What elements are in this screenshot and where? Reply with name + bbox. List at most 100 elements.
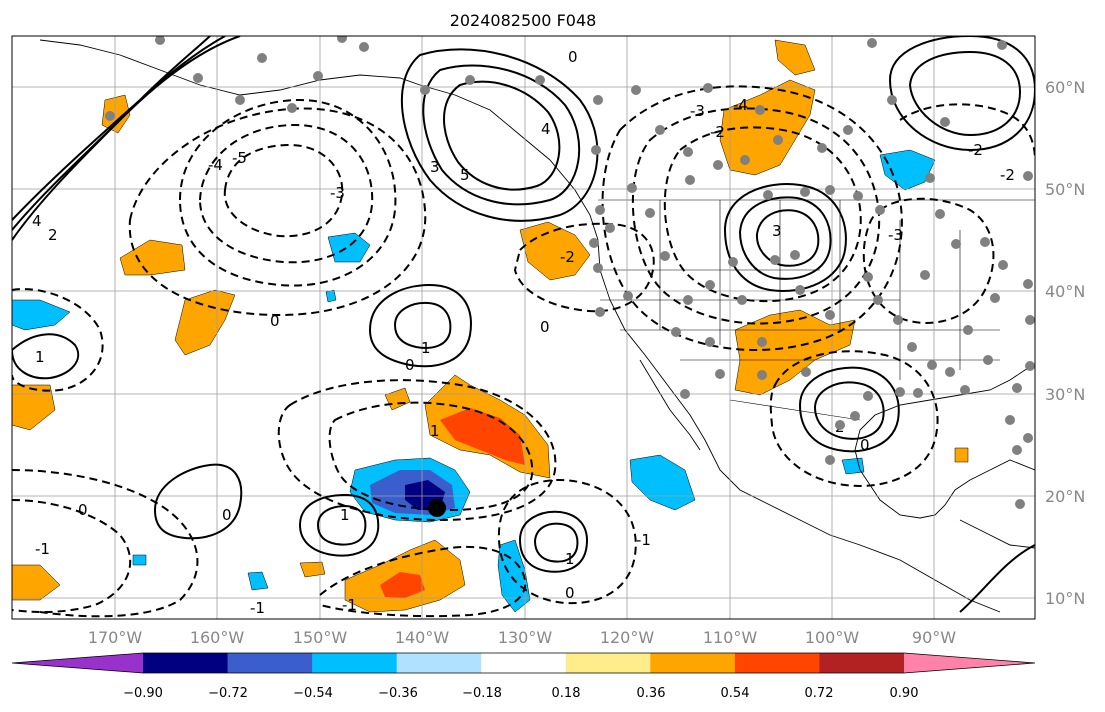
negative-anomaly-region <box>497 539 531 613</box>
contour-label: -3 <box>888 226 903 244</box>
contour-label: 1 <box>35 348 45 366</box>
contour-label: -3 <box>690 102 705 120</box>
contour-line <box>518 510 588 573</box>
contour-label: -2 <box>968 141 983 159</box>
contour-line <box>513 222 655 313</box>
contour-label: -1 <box>342 596 357 614</box>
negative-anomaly-region <box>12 299 71 331</box>
colorbar-segment <box>734 653 820 673</box>
contour-line <box>959 544 1035 613</box>
positive-anomaly-region <box>119 239 186 276</box>
contour-label: 0 <box>270 312 280 330</box>
contour-label: -2 <box>1000 166 1015 184</box>
coastline-baja <box>639 359 701 451</box>
colorbar-segment <box>481 653 567 673</box>
contour-line <box>497 479 637 605</box>
contour-line <box>738 196 832 280</box>
contour-label: -4 <box>733 96 748 114</box>
positive-anomaly-region <box>519 221 591 281</box>
coastline-gulf <box>854 364 1035 519</box>
colorbar-label: −0.72 <box>208 686 248 701</box>
colorbar-labels: −0.90 −0.72 −0.54 −0.36 −0.18 0.18 0.36 … <box>123 686 918 701</box>
contour-label: -2 <box>710 123 725 141</box>
contour-line <box>862 197 995 324</box>
contour-line <box>12 469 199 618</box>
contour-label: -3 <box>330 184 345 202</box>
contour-line <box>368 283 472 368</box>
colorbar-segment <box>143 653 229 673</box>
contour-line <box>319 546 527 618</box>
contour-line <box>298 493 380 557</box>
grid <box>12 36 1035 619</box>
contour-label: 5 <box>460 166 470 184</box>
colorbar-label: 0.54 <box>721 686 750 701</box>
contour-line <box>128 107 427 317</box>
contour-label: -4 <box>208 156 223 174</box>
colorbar <box>11 652 1036 674</box>
latitude-labels: 60°N 50°N 40°N 30°N 20°N 10°N <box>1045 78 1085 608</box>
negative-anomaly-region <box>879 149 936 191</box>
contour-line <box>908 50 1022 137</box>
contour-label: 2 <box>48 226 58 244</box>
colorbar-label: −0.90 <box>123 686 163 701</box>
contour-line <box>178 98 397 287</box>
contour-line <box>422 64 581 206</box>
lon-label: 110°W <box>703 628 758 647</box>
coastline-mexico <box>959 519 1035 549</box>
contour-line <box>755 209 820 267</box>
map-title: 2024082500 F048 <box>450 11 597 30</box>
shaded-regions <box>12 39 969 613</box>
negative-anomaly-region <box>841 457 865 475</box>
contour-label: 1 <box>340 506 350 524</box>
contour-line <box>328 401 534 512</box>
contour-line <box>12 36 211 221</box>
lon-label: 170°W <box>88 628 143 647</box>
colorbar-segment <box>227 653 313 673</box>
colorbar-segment <box>396 653 482 673</box>
contour-label: 0 <box>222 506 232 524</box>
negative-anomaly-region <box>325 289 337 303</box>
longitude-labels: 170°W 160°W 150°W 140°W 130°W 120°W 110°… <box>88 628 956 647</box>
negative-anomaly-region <box>327 232 371 263</box>
lon-label: 120°W <box>600 628 655 647</box>
colorbar-label: 0.90 <box>890 686 919 701</box>
colorbar-label: −0.36 <box>378 686 418 701</box>
lat-label: 60°N <box>1045 78 1085 97</box>
contour-label: -1 <box>35 540 50 558</box>
contour-label: 3 <box>772 222 782 240</box>
colorbar-segment <box>650 653 736 673</box>
positive-anomaly-region <box>12 564 61 601</box>
contour-label: 0 <box>565 584 575 602</box>
colorbar-outline <box>11 652 1036 674</box>
lon-label: 150°W <box>293 628 348 647</box>
positive-anomaly-high <box>380 572 425 598</box>
positive-anomaly-region <box>774 39 816 76</box>
contour-line <box>12 333 80 380</box>
contour-line <box>393 301 452 349</box>
colorbar-segment <box>819 653 905 673</box>
colorbar-segment <box>312 653 398 673</box>
lat-label: 20°N <box>1045 487 1085 506</box>
contour-line <box>631 107 881 325</box>
contour-line <box>769 350 939 487</box>
lon-label: 160°W <box>190 628 245 647</box>
contour-label: 3 <box>430 158 440 176</box>
colorbar-label: −0.54 <box>293 686 333 701</box>
contour-label: -5 <box>232 149 247 167</box>
contour-label: 1 <box>430 422 440 440</box>
contour-label: 1 <box>421 339 431 357</box>
contour-line <box>813 381 885 440</box>
positive-contours <box>12 36 1035 613</box>
positive-anomaly-region <box>12 384 56 431</box>
contour-labels: 1 0 3 2 4 5 3 1 0 0 1 1 0 -1 -1 -1 -1 0 … <box>32 48 1015 617</box>
contour-line <box>533 522 579 563</box>
positive-anomaly-high <box>440 408 525 465</box>
positive-anomaly-region <box>954 447 969 463</box>
colorbar-label: 0.36 <box>637 686 666 701</box>
lat-label: 40°N <box>1045 282 1085 301</box>
lat-label: 30°N <box>1045 385 1085 404</box>
contour-line <box>12 499 132 613</box>
contour-label: 4 <box>32 212 42 230</box>
contour-label: -1 <box>636 531 651 549</box>
